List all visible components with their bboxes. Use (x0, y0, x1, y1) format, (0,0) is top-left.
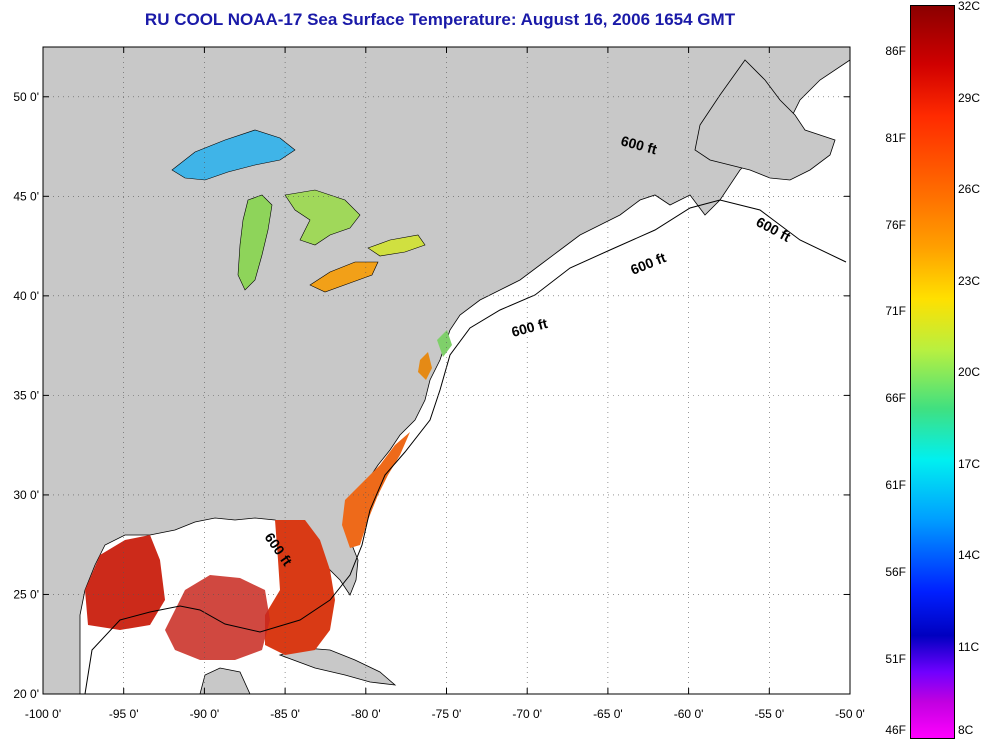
sst-southeast-coast (342, 432, 410, 548)
lon-tick-label: -65 0' (593, 707, 623, 721)
lake-michigan (237, 194, 273, 291)
celsius-label: 8C (958, 723, 974, 737)
lon-tick-label: -55 0' (754, 707, 784, 721)
sst-chesapeake (418, 352, 432, 380)
lake-huron (284, 189, 361, 246)
lon-tick-label: -60 0' (674, 707, 704, 721)
axis-ticks: -100 0' -95 0' -90 0' -85 0' -80 0' -75 0' -70… (13, 47, 865, 721)
lon-tick-label: -85 0' (270, 707, 300, 721)
lon-tick-label: -95 0' (109, 707, 139, 721)
celsius-label: 20C (958, 365, 981, 379)
sst-gulf-eastern (265, 520, 335, 655)
fahrenheit-label: 66F (885, 391, 906, 406)
yucatan (199, 667, 251, 694)
celsius-label: 26C (958, 182, 981, 196)
lat-tick-label: 40 0' (13, 289, 39, 303)
fahrenheit-label: 71F (885, 304, 906, 319)
fahrenheit-label: 86F (885, 44, 906, 59)
celsius-label: 17C (958, 456, 981, 471)
lat-tick-label: 20 0' (13, 687, 39, 701)
lat-tick-label: 30 0' (13, 488, 39, 502)
lake-ontario (367, 234, 426, 257)
map-title: RU COOL NOAA-17 Sea Surface Temperature:… (144, 10, 736, 29)
lon-tick-label: -70 0' (512, 707, 542, 721)
celsius-label: 29C (958, 90, 981, 105)
celsius-label: 32C (958, 0, 981, 13)
fahrenheit-label: 46F (885, 723, 906, 737)
cuba (278, 647, 397, 686)
lon-tick-label: -80 0' (351, 707, 381, 721)
land-mass (43, 47, 850, 694)
lat-tick-label: 50 0' (13, 90, 39, 104)
sst-gulf-central (165, 575, 270, 660)
newfoundland (694, 59, 836, 181)
lat-tick-label: 25 0' (13, 587, 39, 601)
fahrenheit-label: 76F (885, 217, 906, 232)
lat-tick-label: 35 0' (13, 388, 39, 402)
celsius-label: 23C (958, 273, 981, 288)
lake-superior (171, 129, 296, 181)
lon-tick-label: -100 0' (25, 707, 61, 721)
lake-erie (309, 261, 379, 293)
fahrenheit-label: 56F (885, 564, 906, 579)
lon-tick-label: -75 0' (432, 707, 462, 721)
fahrenheit-label: 51F (885, 651, 906, 666)
fahrenheit-label: 81F (885, 130, 906, 145)
isobath-600ft (84, 199, 847, 694)
fahrenheit-label: 61F (885, 478, 906, 493)
celsius-label: 11C (958, 639, 980, 654)
sst-colorbar (910, 5, 955, 739)
sst-gulf-western (85, 535, 165, 630)
celsius-label: 14C (958, 548, 981, 562)
lat-tick-label: 45 0' (13, 189, 39, 203)
lon-tick-label: -90 0' (190, 707, 220, 721)
lon-tick-label: -50 0' (835, 707, 865, 721)
sst-nj-coast (437, 330, 452, 357)
